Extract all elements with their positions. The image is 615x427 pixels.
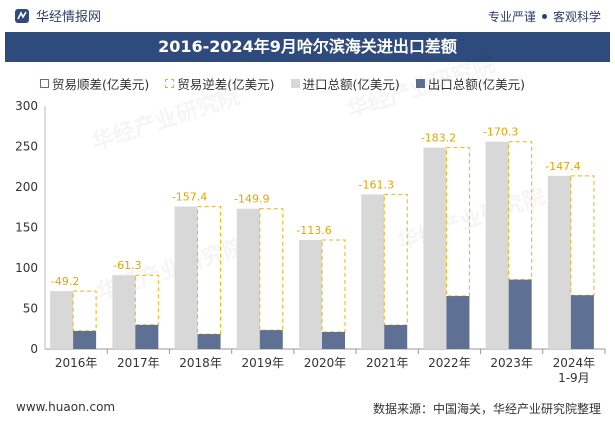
deficit-value-label: -147.4 — [545, 160, 580, 173]
y-tick-label: 0 — [30, 342, 38, 356]
deficit-value-label: -183.2 — [421, 132, 456, 145]
deficit-bar — [259, 208, 284, 331]
x-tick-label: 1-9月 — [558, 371, 590, 385]
x-tick-label: 2016年 — [55, 356, 98, 370]
legend: 贸易顺差(亿美元) 贸易逆差(亿美元) 进口总额(亿美元) 出口总额(亿美元) — [40, 74, 541, 93]
brand[interactable]: 华经情报网 — [14, 6, 101, 25]
legend-surplus-label: 贸易顺差(亿美元) — [52, 77, 150, 92]
top-bar: 华经情报网 专业严谨 客观科学 — [0, 0, 615, 32]
tagline-left: 专业严谨 — [487, 10, 536, 24]
legend-import-swatch — [290, 79, 300, 88]
deficit-bar — [321, 239, 346, 333]
legend-export-label: 出口总额(亿美元) — [427, 77, 526, 92]
y-tick-label: 50 — [23, 302, 38, 316]
x-tick-label: 2019年 — [242, 356, 285, 370]
tagline-right: 客观科学 — [552, 10, 601, 24]
x-tick-label: 2018年 — [179, 356, 222, 370]
x-tick-label: 2022年 — [428, 356, 471, 370]
deficit-value-label: -149.9 — [234, 193, 269, 206]
deficit-value-label: -157.4 — [172, 191, 207, 204]
deficit-bar — [134, 274, 159, 326]
brand-name: 华经情报网 — [36, 10, 102, 25]
legend-surplus-swatch — [40, 79, 49, 88]
deficit-bar — [72, 290, 97, 332]
y-tick-label: 100 — [15, 261, 38, 275]
footer-url[interactable]: www.huaon.com — [16, 400, 116, 414]
legend-deficit-label: 贸易逆差(亿美元) — [177, 77, 275, 92]
deficit-bar — [197, 206, 222, 335]
import-bar — [485, 141, 509, 349]
legend-export-swatch — [415, 79, 425, 88]
export-bar — [135, 324, 159, 349]
y-tick-label: 250 — [15, 140, 38, 154]
deficit-value-label: -113.6 — [296, 224, 331, 237]
watermark-text: 华经产业研究院 — [344, 51, 499, 123]
x-tick-label: 2021年 — [366, 356, 409, 370]
import-bar — [112, 275, 136, 349]
import-bar — [299, 239, 322, 349]
export-bar — [73, 330, 97, 349]
legend-deficit[interactable]: 贸易逆差(亿美元) — [165, 74, 275, 93]
watermark-text: 华经产业研究院 — [89, 83, 244, 155]
import-bar — [50, 291, 74, 349]
deficit-bar — [570, 175, 595, 296]
logo-icon — [15, 8, 29, 23]
tagline: 专业严谨 客观科学 — [488, 8, 601, 25]
deficit-value-label: -170.3 — [483, 126, 518, 139]
x-tick-label: 2017年 — [117, 356, 160, 370]
deficit-bar — [383, 193, 408, 326]
footer-source: 数据来源：中国海关，华经产业研究院整理 — [372, 402, 601, 416]
x-tick-label: 2024年 — [553, 356, 596, 370]
import-bar — [236, 208, 260, 349]
x-tick-label: 2020年 — [304, 356, 347, 370]
y-tick-label: 200 — [15, 180, 38, 194]
import-bar — [174, 206, 198, 349]
legend-export[interactable]: 出口总额(亿美元) — [415, 74, 526, 93]
import-bar — [547, 175, 571, 349]
export-bar — [570, 295, 594, 349]
deficit-value-label: -49.2 — [51, 275, 79, 288]
deficit-bar — [445, 147, 470, 297]
legend-import[interactable]: 进口总额(亿美元) — [290, 74, 400, 93]
import-bar — [423, 147, 447, 349]
export-bar — [384, 325, 408, 349]
chart-title: 2016-2024年9月哈尔滨海关进出口差额 — [5, 32, 610, 62]
deficit-value-label: -161.3 — [358, 178, 393, 191]
y-tick-label: 300 — [15, 99, 38, 113]
import-bar — [361, 194, 385, 349]
legend-surplus[interactable]: 贸易顺差(亿美元) — [40, 74, 149, 93]
export-bar — [508, 279, 532, 349]
export-bar — [197, 334, 221, 349]
x-tick-label: 2023年 — [490, 356, 533, 370]
chart-plot: 华经产业研究院 华经产业研究院华经产业研究院华经产业研究院050100150200… — [15, 51, 606, 385]
deficit-bar — [508, 141, 533, 281]
dot-icon — [541, 14, 547, 19]
export-bar — [322, 331, 345, 349]
export-bar — [446, 296, 470, 349]
legend-deficit-swatch — [165, 79, 175, 88]
deficit-value-label: -61.3 — [113, 259, 141, 272]
legend-import-label: 进口总额(亿美元) — [302, 77, 400, 92]
export-bar — [259, 330, 283, 349]
footer: www.huaon.com 数据来源：中国海关，华经产业研究院整理 — [0, 396, 615, 420]
y-tick-label: 150 — [15, 221, 38, 235]
